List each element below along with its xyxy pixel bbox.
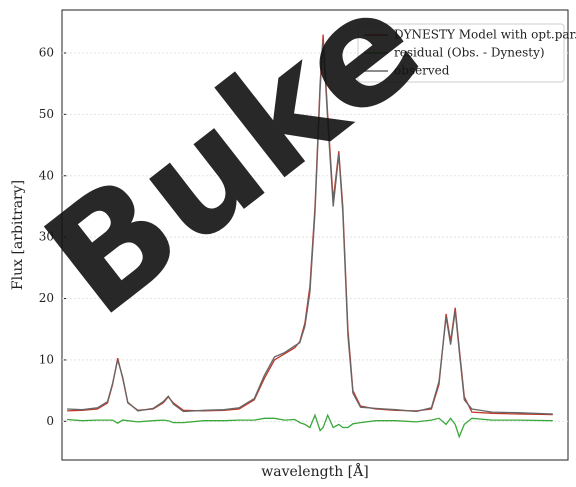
watermark: Buke [15,0,452,350]
series-line [67,413,553,439]
y-tick-label: 40 [39,168,54,182]
y-tick-label: 60 [39,45,54,59]
y-tick-label: 0 [46,414,54,428]
y-tick-label: 50 [39,107,54,121]
y-tick-label: 20 [39,291,54,305]
plot-frame [61,9,569,461]
legend-label: observed [394,64,450,78]
x-axis-label: wavelength [Å] [261,462,368,480]
legend-label: residual (Obs. - Dynesty) [394,46,545,60]
legend-label: DYNESTY Model with opt.par. [394,28,576,42]
series-line [67,40,553,415]
y-tick-label: 10 [39,352,54,366]
y-axis-label: Flux [arbitrary] [10,180,26,290]
y-tick-label: 30 [39,230,54,244]
legend-box [357,23,565,83]
